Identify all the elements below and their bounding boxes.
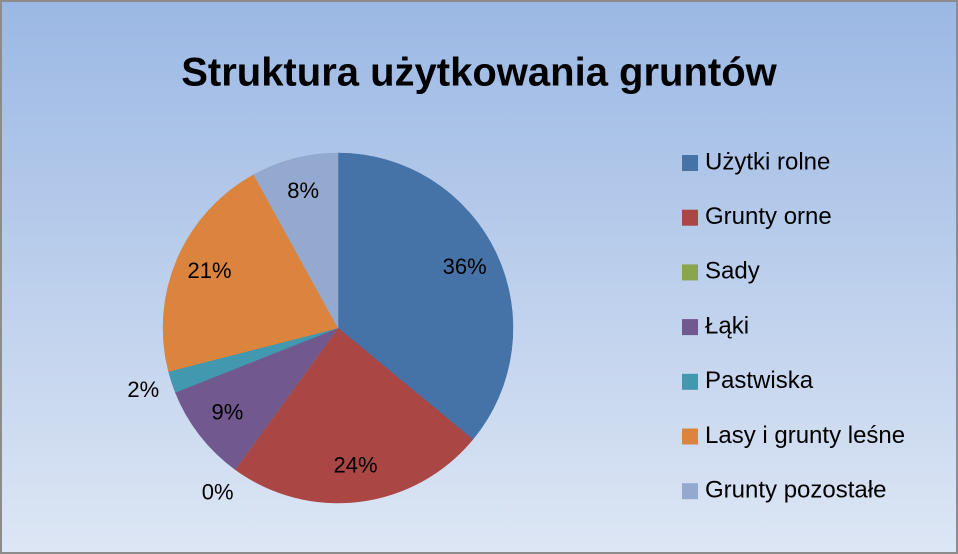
data-label: 9% [211, 400, 243, 425]
pie-slice [337, 152, 514, 440]
data-label: 2% [127, 377, 159, 402]
legend-label: Użytki rolne [705, 148, 830, 175]
legend-label: Grunty orne [705, 203, 832, 230]
legend-swatch [682, 155, 698, 171]
chart-title: Struktura użytkowania gruntów [181, 51, 777, 95]
legend-swatch [682, 319, 698, 336]
pie-slice [162, 174, 339, 372]
pie-slice [234, 327, 474, 504]
legend-swatch [682, 209, 698, 226]
data-label: 0% [202, 479, 234, 504]
data-label: 8% [287, 178, 319, 203]
legend-swatch [682, 373, 698, 390]
legend-label: Grunty pozostałe [705, 477, 886, 504]
legend-label: Łąki [705, 312, 749, 339]
legend-swatch [682, 483, 698, 500]
legend-label: Pastwiska [705, 367, 814, 394]
pie-slice [253, 152, 339, 329]
legend-swatch [682, 264, 698, 281]
data-label: 36% [443, 254, 487, 279]
data-label: 24% [334, 453, 378, 478]
legend-label: Lasy i grunty leśne [705, 422, 905, 449]
data-label: 21% [187, 258, 231, 283]
pie-slice [174, 327, 339, 470]
legend-label: Sady [705, 258, 760, 285]
legend-swatch [682, 428, 698, 445]
